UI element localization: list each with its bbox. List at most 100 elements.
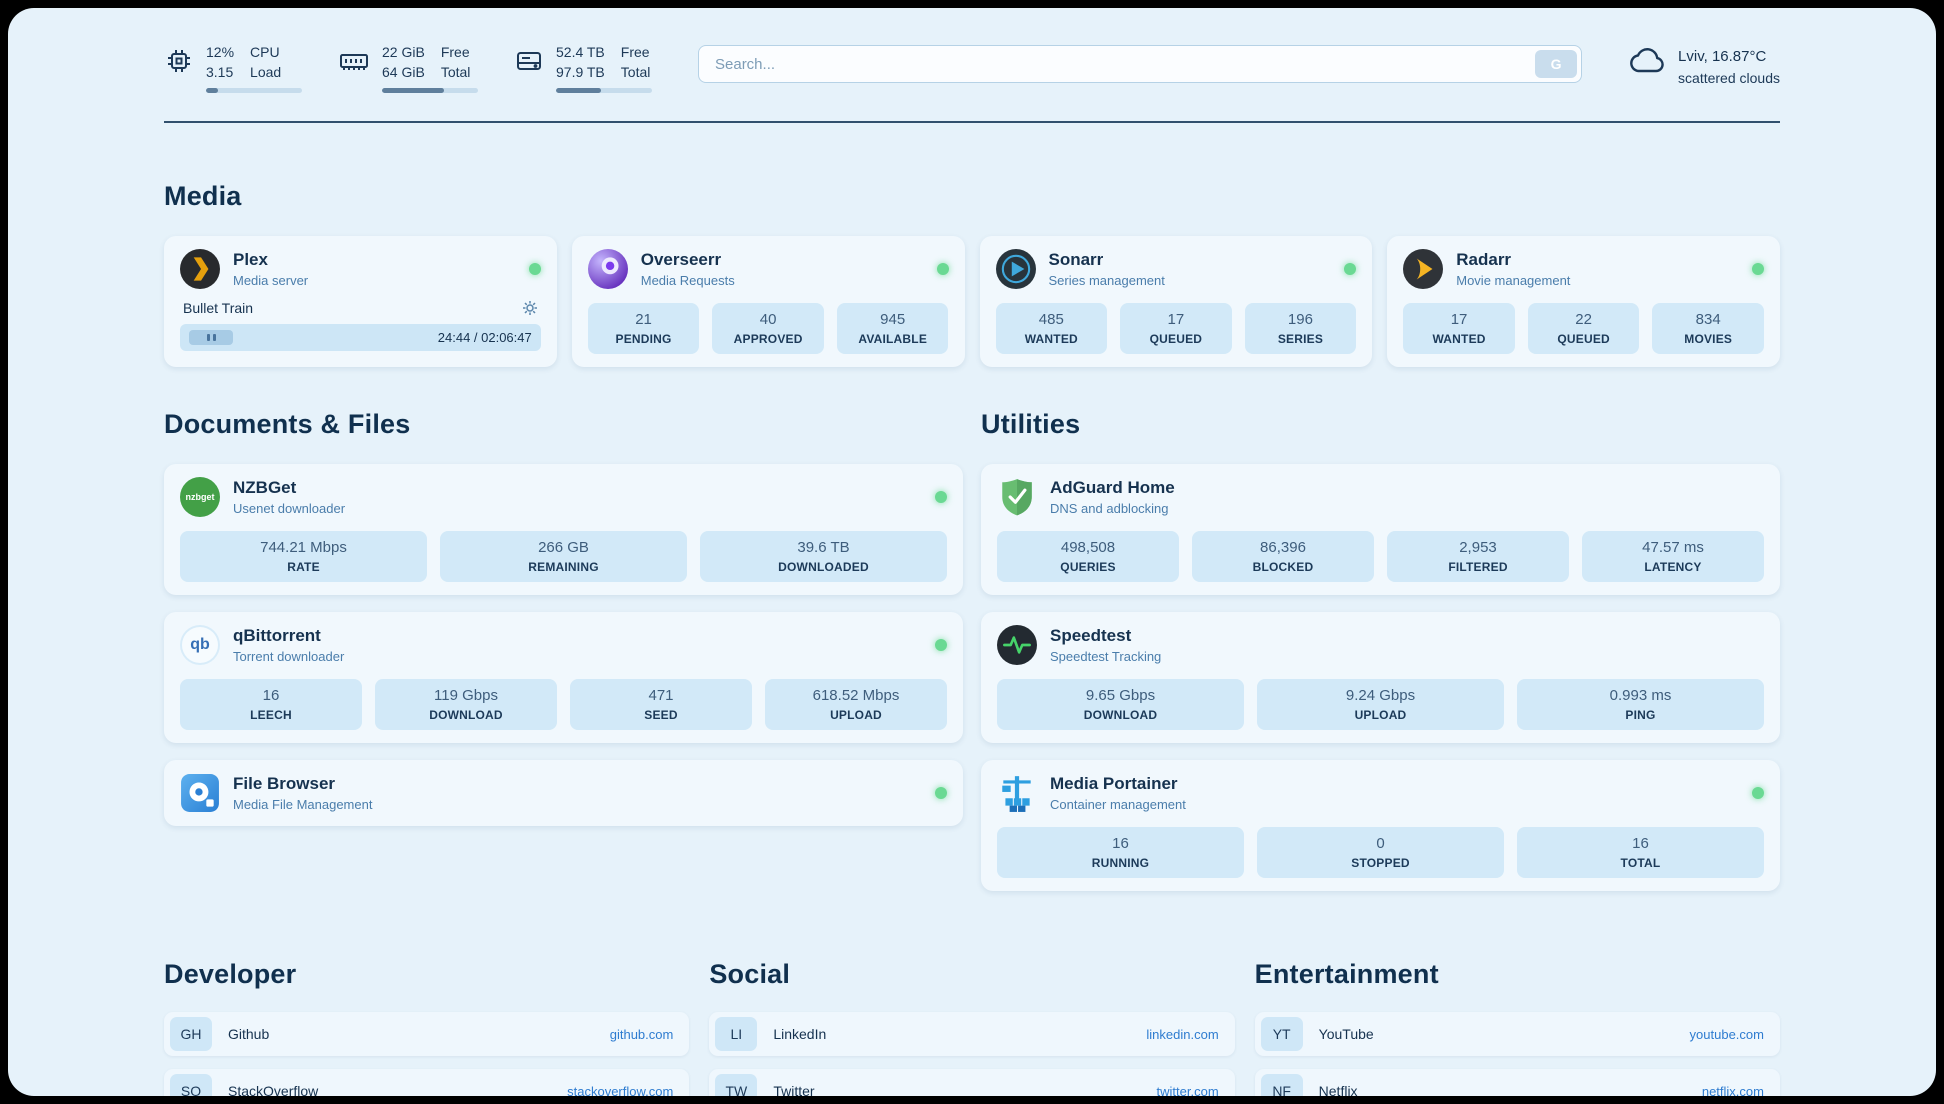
- adguard-icon: [997, 477, 1037, 517]
- stat-value: 47.57 ms: [1642, 539, 1704, 556]
- service-name: AdGuard Home: [1050, 478, 1175, 497]
- service-subtitle: Speedtest Tracking: [1050, 649, 1162, 664]
- bookmark-url[interactable]: linkedin.com: [1146, 1026, 1219, 1042]
- section-title-social: Social: [709, 959, 791, 989]
- stat-value: 744.21 Mbps: [260, 539, 347, 556]
- status-dot: [935, 787, 947, 799]
- stat-value: 40: [759, 311, 777, 328]
- radarr-icon: [1403, 249, 1444, 289]
- bookmark-name: Github: [228, 1026, 270, 1042]
- service-subtitle: Container management: [1050, 797, 1186, 812]
- stat-label: MOVIES: [1684, 332, 1733, 346]
- bookmark-github[interactable]: GH Github github.com: [164, 1012, 690, 1056]
- stat-value: 266 GB: [538, 539, 589, 556]
- stat-value: 0.993 ms: [1609, 687, 1672, 704]
- card-filebrowser: File Browser Media File Management: [164, 760, 963, 826]
- service-radarr[interactable]: Radarr Movie management: [1403, 249, 1764, 289]
- stat-value: 16: [1632, 835, 1649, 852]
- service-subtitle: Media Requests: [640, 273, 735, 288]
- ram-usage-bar: [382, 88, 478, 93]
- service-subtitle: Series management: [1048, 273, 1165, 288]
- cpu-percent: 12%: [206, 44, 235, 60]
- stat-total: 16 TOTAL: [1517, 827, 1764, 878]
- service-sonarr[interactable]: Sonarr Series management: [995, 249, 1357, 289]
- service-nzbget[interactable]: nzbget NZBGet Usenet downloader: [180, 477, 947, 517]
- dashboard-page: 12% 3.15 CPU Load: [8, 8, 1936, 1096]
- bookmark-stackoverflow[interactable]: SO StackOverflow stackoverflow.com: [164, 1069, 690, 1097]
- stat-pending: 21 PENDING: [587, 303, 700, 354]
- stat-download: 119 Gbps DOWNLOAD: [375, 679, 557, 730]
- service-qbittorrent[interactable]: qb qBittorrent Torrent downloader: [180, 625, 947, 665]
- stat-value: 17: [1167, 311, 1185, 328]
- stat-label: SERIES: [1277, 332, 1324, 346]
- stat-blocked: 86,396 BLOCKED: [1192, 531, 1374, 582]
- stat-label: RUNNING: [1091, 856, 1150, 870]
- stat-label: DOWNLOAD: [1083, 708, 1158, 722]
- service-name: Radarr: [1456, 250, 1512, 269]
- stat-label: DOWNLOAD: [429, 708, 503, 722]
- section-title-utilities: Utilities: [981, 409, 1081, 439]
- bookmarks-social: Social LI LinkedIn linkedin.com TW Twitt…: [709, 959, 1235, 1097]
- bookmark-linkedin[interactable]: LI LinkedIn linkedin.com: [709, 1012, 1235, 1056]
- pause-button[interactable]: [189, 330, 233, 345]
- bookmark-url[interactable]: youtube.com: [1689, 1026, 1764, 1042]
- bookmarks-developer: Developer GH Github github.com SO StackO…: [164, 959, 690, 1097]
- disk-widget: 52.4 TB 97.9 TB Free Total: [514, 44, 652, 93]
- nzbget-icon: nzbget: [180, 477, 220, 517]
- gear-icon[interactable]: [522, 300, 538, 316]
- service-name: File Browser: [233, 774, 336, 793]
- service-portainer[interactable]: Media Portainer Container management: [997, 773, 1764, 813]
- status-dot: [1344, 263, 1357, 275]
- bookmark-abbr: GH: [170, 1017, 212, 1051]
- status-dot: [935, 639, 947, 651]
- stat-value: 21: [635, 311, 652, 328]
- cpu-usage-bar: [206, 88, 302, 93]
- search-engine-button[interactable]: G: [1535, 50, 1578, 78]
- service-plex[interactable]: Plex Media server: [180, 249, 541, 289]
- stat-value: 498,508: [1060, 539, 1116, 556]
- top-bar: 12% 3.15 CPU Load: [164, 44, 1780, 93]
- bookmark-youtube[interactable]: YT YouTube youtube.com: [1254, 1012, 1780, 1056]
- bookmark-abbr: YT: [1260, 1017, 1303, 1051]
- ram-total-label: Total: [440, 64, 471, 80]
- stat-value: 471: [648, 687, 674, 704]
- search-input[interactable]: [698, 45, 1583, 83]
- bookmark-abbr: LI: [715, 1017, 758, 1051]
- stat-label: LEECH: [250, 708, 292, 722]
- bookmark-name: Netflix: [1318, 1083, 1358, 1096]
- section-title-entertainment: Entertainment: [1254, 959, 1439, 989]
- filebrowser-icon: [180, 773, 220, 813]
- service-adguard[interactable]: AdGuard Home DNS and adblocking: [997, 477, 1764, 517]
- cpu-label: CPU: [250, 44, 280, 60]
- stat-value: 17: [1450, 311, 1468, 328]
- cpu-loadavg: 3.15: [206, 64, 234, 80]
- section-title-developer: Developer: [164, 959, 297, 989]
- bookmark-twitter[interactable]: TW Twitter twitter.com: [709, 1069, 1235, 1097]
- stat-value: 196: [1287, 311, 1313, 328]
- stat-wanted: 17 WANTED: [1403, 303, 1515, 354]
- stat-value: 2,953: [1459, 539, 1497, 556]
- portainer-icon: [997, 773, 1037, 813]
- bookmark-url[interactable]: netflix.com: [1701, 1083, 1764, 1097]
- stat-label: UPLOAD: [1354, 708, 1407, 722]
- service-speedtest[interactable]: Speedtest Speedtest Tracking: [997, 625, 1764, 665]
- weather-widget[interactable]: Lviv, 16.87°C scattered clouds: [1628, 46, 1780, 88]
- bookmark-netflix[interactable]: NF Netflix netflix.com: [1254, 1069, 1780, 1097]
- bookmark-url[interactable]: stackoverflow.com: [567, 1083, 674, 1097]
- stat-value: 39.6 TB: [797, 539, 850, 556]
- bookmark-url[interactable]: twitter.com: [1156, 1083, 1219, 1097]
- stat-running: 16 RUNNING: [997, 827, 1244, 878]
- service-filebrowser[interactable]: File Browser Media File Management: [180, 773, 947, 813]
- service-subtitle: Media File Management: [233, 797, 373, 812]
- utilities-column: Utilities AdGuard Home: [981, 409, 1780, 891]
- stat-label: PENDING: [615, 332, 672, 346]
- section-title-media: Media: [164, 181, 242, 211]
- card-nzbget: nzbget NZBGet Usenet downloader 744.21 M…: [164, 464, 963, 595]
- service-overseerr[interactable]: Overseerr Media Requests: [587, 249, 949, 289]
- bookmark-url[interactable]: github.com: [609, 1026, 674, 1042]
- card-radarr: Radarr Movie management 17 WANTED 22 QUE…: [1387, 236, 1780, 367]
- qbittorrent-icon: qb: [180, 625, 220, 665]
- section-title-documents: Documents & Files: [164, 409, 411, 439]
- stat-value: 119 Gbps: [434, 687, 498, 704]
- playback-progress-bar[interactable]: 24:44 / 02:06:47: [180, 324, 541, 351]
